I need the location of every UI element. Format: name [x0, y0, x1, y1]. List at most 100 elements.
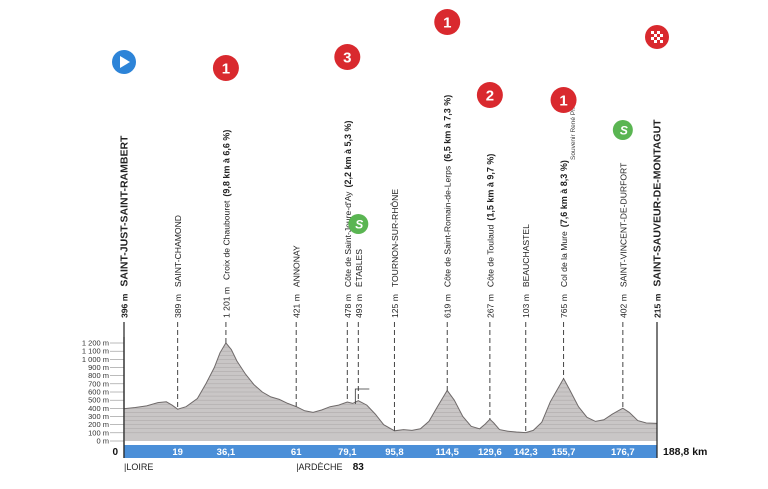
- sprint-icon-label: S: [355, 218, 363, 232]
- waypoint-label: 421 m ANNONAY: [292, 245, 302, 318]
- altitude-tick-label: 300 m: [88, 412, 109, 421]
- checker-square: [660, 40, 663, 43]
- total-distance-label: 188,8 km: [663, 446, 707, 458]
- waypoint-label-text: 125 m TOURNON-SUR-RHÔNE: [390, 189, 400, 318]
- waypoint-altitude: 619 m: [443, 294, 453, 318]
- sprint-icon: [612, 120, 633, 140]
- waypoint-name: SAINT-CHAMOND: [173, 215, 183, 287]
- checker-square: [660, 31, 663, 34]
- waypoint-km-label: 114,5: [436, 447, 460, 458]
- start-km-label: 0: [112, 447, 118, 458]
- checker-square: [654, 31, 657, 34]
- waypoint-km-label: 79,1: [338, 447, 357, 458]
- altitude-tick-label: 1 200 m: [82, 339, 109, 348]
- waypoint-label-text: 493 m ÉTABLES: [354, 249, 364, 318]
- climb-category-label: 1: [559, 93, 567, 110]
- waypoint-altitude: 765 m: [559, 294, 569, 318]
- waypoint-label: 478 m Côte de Saint-Jeure-d'Ay (2,2 km à 5…: [343, 120, 353, 318]
- waypoint-altitude: 402 m: [618, 294, 628, 318]
- waypoint-label-text: 215 m SAINT-SAUVEUR-DE-MONTAGUT: [652, 119, 664, 318]
- elevation-profile: [123, 342, 658, 441]
- altitude-tick-label: 0 m: [96, 437, 109, 446]
- waypoint-label: 493 m ÉTABLES: [354, 249, 364, 318]
- altitude-tick-label: 1 100 m: [82, 347, 109, 356]
- waypoint-altitude: 396 m: [120, 293, 130, 318]
- altitude-tick-label: 400 m: [88, 404, 109, 413]
- waypoint-label-text: 421 m ANNONAY: [292, 245, 302, 318]
- waypoint-label-text: 765 m Col de la Mure (7,6 km à 8,3 %): [559, 160, 569, 318]
- checker-square: [660, 34, 663, 37]
- waypoint-km-label: 129,6: [478, 447, 502, 458]
- waypoint-km-label: 95,8: [385, 447, 404, 458]
- altitude-tick-label: 1 000 m: [82, 355, 109, 364]
- waypoint-altitude: 493 m: [354, 294, 364, 318]
- waypoint-labels: 396 m SAINT-JUST-SAINT-RAMBERT 389 m SAINT-…: [119, 95, 664, 318]
- waypoint-name: SAINT-SAUVEUR-DE-MONTAGUT: [652, 119, 664, 287]
- department-label: |LOIRE: [124, 462, 153, 472]
- waypoint-label-text: 389 m SAINT-CHAMOND: [173, 215, 183, 318]
- waypoint-label: 103 m BEAUCHASTEL: [521, 224, 531, 318]
- waypoint-label-text: 267 m Côte de Toulaud (1,5 km à 9,7 %): [485, 154, 495, 318]
- waypoint-name: BEAUCHASTEL: [521, 224, 531, 287]
- play-triangle-icon: [120, 56, 130, 68]
- waypoint-altitude: 125 m: [390, 294, 400, 318]
- climb-category-label: 1: [222, 61, 230, 78]
- climb-cat1-icon: [550, 87, 577, 113]
- waypoint-label: 402 m SAINT-VINCENT-DE-DURFORT: [618, 162, 628, 318]
- climb-cat2-icon: [476, 82, 503, 108]
- waypoint-name: Côte de Saint-Romain-de-Lerps: [443, 166, 453, 287]
- waypoint-name: SAINT-VINCENT-DE-DURFORT: [618, 162, 628, 287]
- climb-details: (1,5 km à 9,7 %): [485, 154, 495, 221]
- waypoint-label: 765 m Col de la Mure (7,6 km à 8,3 %)Souve…: [559, 98, 577, 318]
- waypoint-altitude: 1 201 m: [221, 287, 231, 318]
- climb-category-label: 1: [443, 15, 451, 32]
- waypoint-badges: 1 3 S 1 2 1 S: [112, 9, 669, 234]
- waypoint-name: SAINT-JUST-SAINT-RAMBERT: [119, 135, 131, 287]
- climb-category-label: 2: [486, 88, 494, 105]
- waypoint-label-text: 1 201 m Croix de Chaubouret (9,8 km à 6,6 …: [221, 130, 231, 318]
- altitude-tick-label: 200 m: [88, 420, 109, 429]
- waypoint-label: 267 m Côte de Toulaud (1,5 km à 9,7 %): [485, 154, 495, 318]
- altitude-tick-label: 700 m: [88, 379, 109, 388]
- checker-square: [660, 37, 663, 40]
- waypoint-altitude: 421 m: [292, 294, 302, 318]
- altitude-tick-label: 600 m: [88, 388, 109, 397]
- waypoint-label: 389 m SAINT-CHAMOND: [173, 215, 183, 318]
- checker-square: [651, 34, 654, 37]
- waypoint-markers: [123, 322, 658, 458]
- checkered-flag-icon: [651, 31, 663, 43]
- waypoint-km-label: 19: [172, 447, 183, 458]
- waypoint-name: ANNONAY: [292, 245, 302, 287]
- altitude-tick-label: 900 m: [88, 363, 109, 372]
- waypoint-km-label: 155,7: [552, 447, 576, 458]
- elevation-line: [123, 342, 658, 434]
- waypoint-label-text: 103 m BEAUCHASTEL: [521, 224, 531, 318]
- climb-details: (6,5 km à 7,3 %): [443, 95, 453, 162]
- waypoint-altitude: 267 m: [485, 294, 495, 318]
- climb-cat1-icon: [434, 9, 461, 35]
- waypoint-km-label: 142,3: [514, 447, 538, 458]
- waypoint-km-label: 176,7: [611, 447, 635, 458]
- waypoint-name: Côte de Saint-Jeure-d'Ay: [343, 191, 353, 287]
- waypoint-name: Col de la Mure: [559, 231, 569, 287]
- waypoint-label-text: 478 m Côte de Saint-Jeure-d'Ay (2,2 km à 5…: [343, 120, 353, 318]
- checker-square: [651, 40, 654, 43]
- checker-square: [654, 34, 657, 37]
- waypoint-name: ÉTABLES: [354, 249, 364, 287]
- waypoint-km-label: 61: [291, 447, 302, 458]
- waypoint-km-label: 36,1: [217, 447, 236, 458]
- waypoint-altitude: 215 m: [653, 293, 663, 318]
- sprint-icon-label: S: [620, 124, 628, 138]
- department-labels: |LOIRE |ARDÈCHE 83: [124, 462, 364, 473]
- climb-cat1-icon: [212, 55, 239, 81]
- department-label: |ARDÈCHE: [296, 462, 342, 472]
- waypoint-label: 1 201 m Croix de Chaubouret (9,8 km à 6,6 …: [221, 130, 231, 318]
- waypoint-name: TOURNON-SUR-RHÔNE: [390, 189, 400, 287]
- waypoint-label-text: 402 m SAINT-VINCENT-DE-DURFORT: [618, 162, 628, 318]
- checker-square: [657, 34, 660, 37]
- climb-cat3-icon: [334, 44, 361, 70]
- waypoint-altitude: 103 m: [521, 294, 531, 318]
- climb-subtitle: Souvenir René Privat: [570, 98, 577, 160]
- waypoint-name: Croix de Chaubouret: [221, 200, 231, 280]
